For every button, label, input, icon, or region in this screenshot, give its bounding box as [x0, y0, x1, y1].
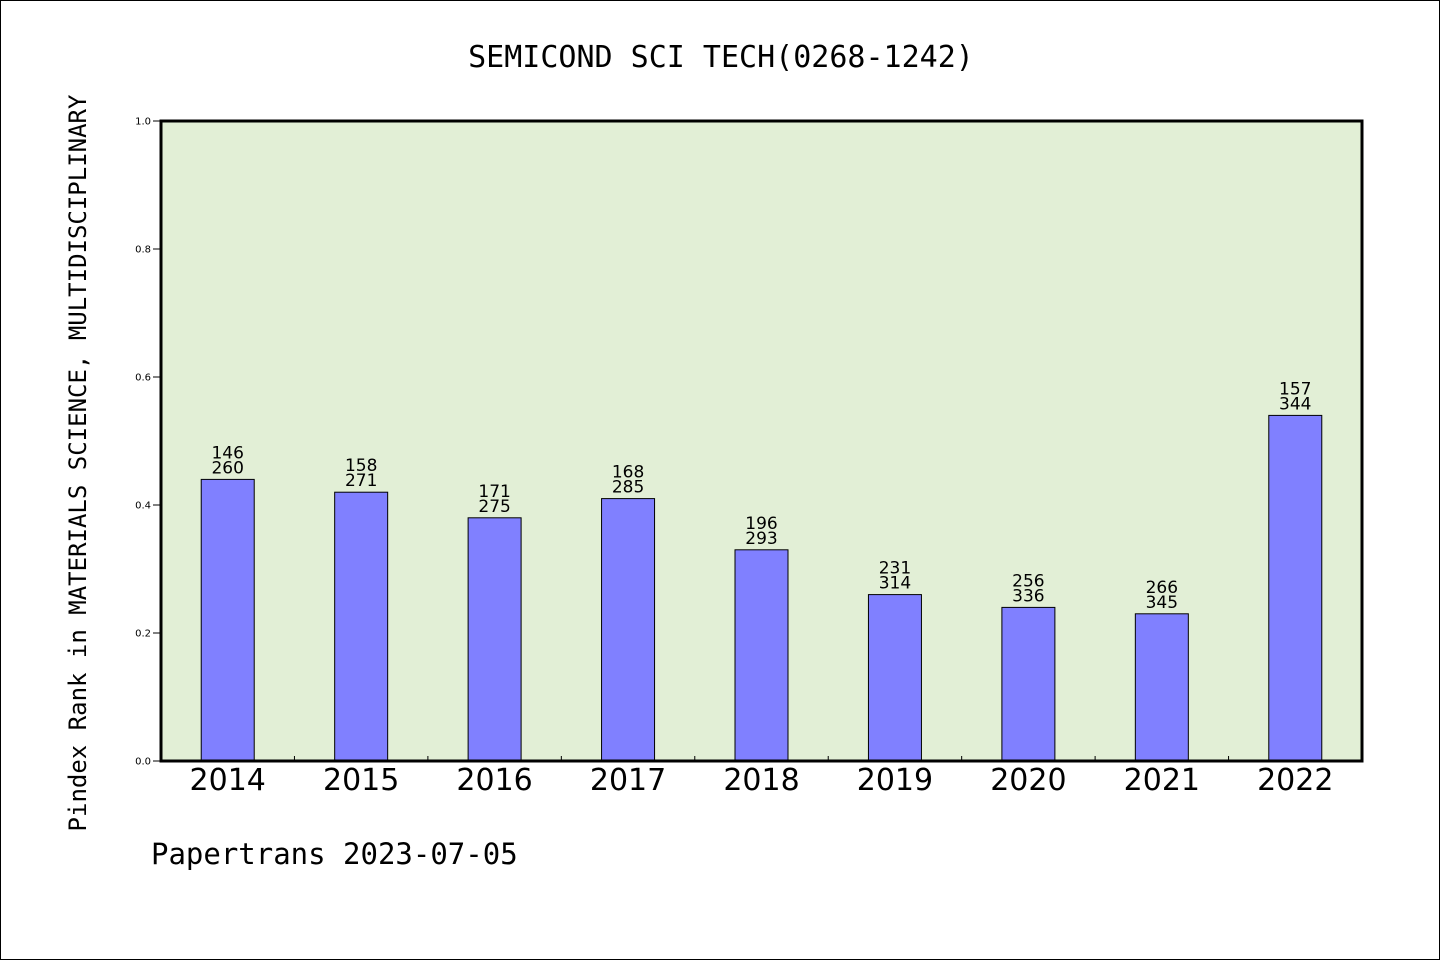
bar-label-top: 266 — [1146, 578, 1178, 598]
bar-label-top: 231 — [879, 559, 911, 579]
y-tick-label: 1.0 — [135, 117, 151, 128]
bar-label-bottom: 345 — [1146, 593, 1178, 613]
chart-title: SEMICOND SCI TECH(0268-1242) — [468, 40, 974, 75]
bar-2020 — [1001, 606, 1056, 762]
y-axis-ticks: 0.0 0.2 0.4 0.6 0.8 1.0 — [135, 117, 161, 768]
footer-credit: Papertrans 2023-07-05 — [151, 837, 518, 871]
x-tick-label: 2022 — [1257, 763, 1333, 798]
x-tick-label: 2020 — [990, 763, 1066, 798]
bar-label-bottom: 344 — [1279, 394, 1311, 414]
bar-label-top: 256 — [1012, 571, 1044, 591]
bar-label-bottom: 275 — [478, 497, 510, 517]
bar-label-top: 196 — [745, 514, 777, 534]
y-tick-label: 0.2 — [135, 629, 151, 640]
bar-2015 — [334, 491, 389, 762]
bar-label-bottom: 260 — [211, 458, 243, 478]
bar-label-bottom: 293 — [745, 529, 777, 549]
bar-2019 — [867, 594, 922, 762]
x-tick-label: 2017 — [590, 763, 666, 798]
y-tick-label: 0.6 — [135, 373, 151, 384]
x-tick-label: 2014 — [190, 763, 266, 798]
bar-2014 — [200, 478, 255, 762]
x-tick-label: 2021 — [1124, 763, 1200, 798]
bar-label-bottom: 271 — [345, 471, 377, 491]
bar-2016 — [467, 517, 522, 762]
y-tick-label: 0.8 — [135, 245, 151, 256]
bar-label-top: 146 — [211, 443, 243, 463]
x-tick-label: 2019 — [857, 763, 933, 798]
bar-label-bottom: 285 — [612, 478, 644, 498]
x-tick-label: 2018 — [723, 763, 799, 798]
plot-border — [159, 119, 1364, 763]
bar-2022 — [1268, 414, 1323, 762]
y-axis-label: Pindex Rank in MATERIALS SCIENCE, MULTID… — [64, 94, 92, 831]
bar-label-top: 168 — [612, 463, 644, 483]
bar-2017 — [601, 498, 656, 762]
y-tick-label: 0.0 — [135, 757, 151, 768]
y-tick-label: 0.4 — [135, 501, 151, 512]
bars-group — [200, 414, 1323, 762]
bar-label-top: 157 — [1279, 379, 1311, 399]
bar-label-bottom: 336 — [1012, 586, 1044, 606]
bar-2021 — [1134, 613, 1189, 762]
x-axis-ticks: 2014 2015 2016 2017 2018 2019 2020 2021 2022 — [190, 756, 1333, 798]
bar-label-top: 171 — [478, 482, 510, 502]
bar-label-bottom: 314 — [879, 574, 911, 594]
bar-label-top: 158 — [345, 456, 377, 476]
x-tick-label: 2015 — [323, 763, 399, 798]
bar-2018 — [734, 549, 789, 762]
x-tick-label: 2016 — [456, 763, 532, 798]
